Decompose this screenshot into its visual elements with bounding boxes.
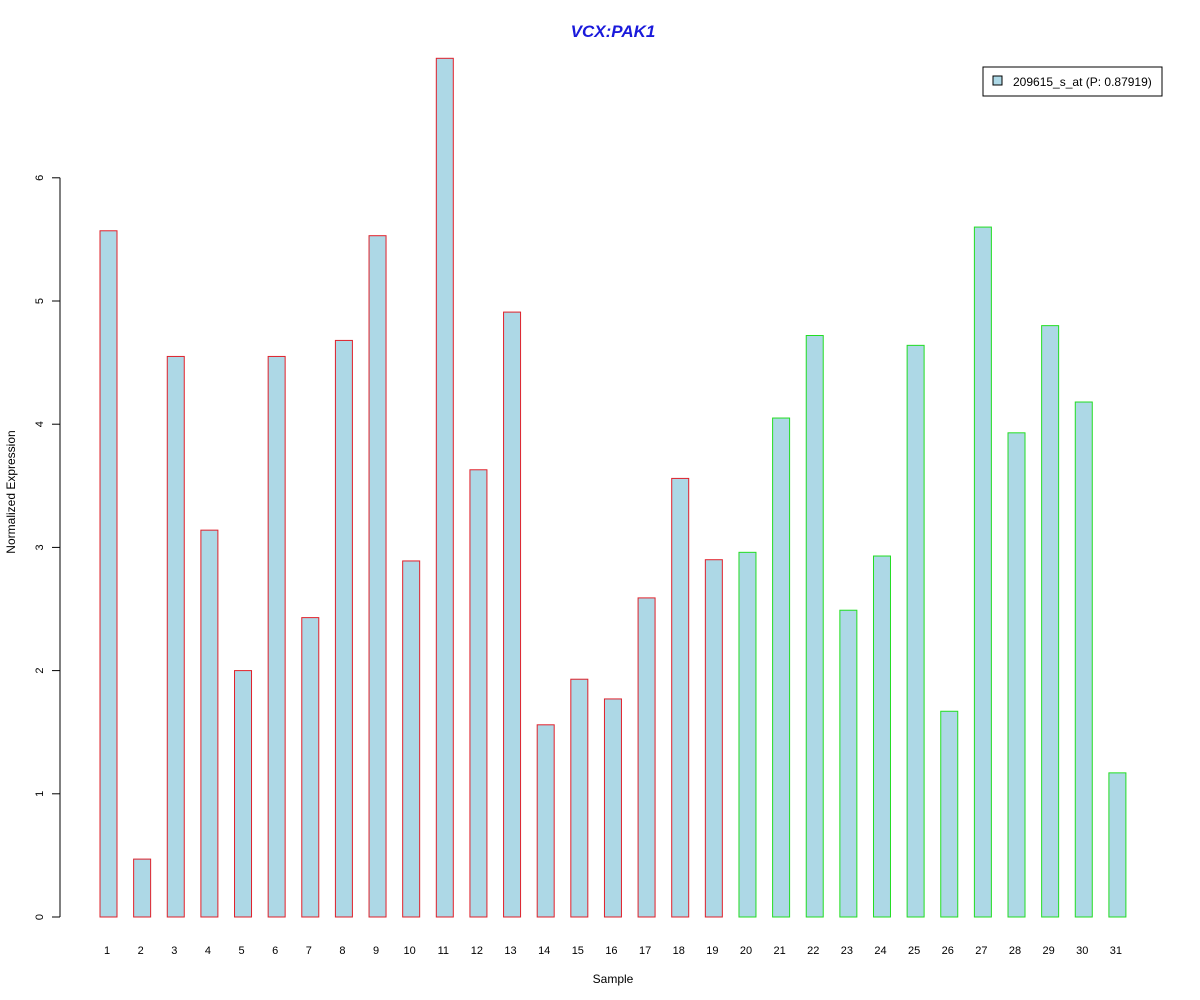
bar: [200, 529, 219, 918]
x-tick-label: 24: [874, 945, 886, 957]
bar: [1074, 401, 1093, 918]
x-tick-label: 19: [706, 945, 718, 957]
bar: [435, 57, 454, 918]
bar: [772, 417, 791, 918]
x-tick-label: 10: [404, 945, 416, 957]
x-tick-label: 4: [205, 945, 211, 957]
x-tick-label: 13: [504, 945, 516, 957]
y-axis-label: Normalized Expression: [4, 430, 18, 553]
x-tick-label: 11: [438, 945, 449, 957]
bar: [166, 355, 185, 918]
bar: [872, 555, 891, 918]
y-tick-label: 4: [34, 421, 46, 427]
bar: [1108, 772, 1127, 918]
x-tick-label: 21: [773, 945, 785, 957]
bar: [267, 355, 286, 918]
bar: [133, 858, 152, 918]
x-tick-label: 20: [740, 945, 752, 957]
bar: [973, 226, 992, 918]
x-tick-label: 15: [572, 945, 584, 957]
bar: [301, 617, 320, 918]
bar: [469, 469, 488, 918]
x-tick-label: 26: [942, 945, 954, 957]
x-tick-label: 12: [471, 945, 483, 957]
x-tick-label: 8: [339, 945, 345, 957]
x-tick-label: 28: [1009, 945, 1021, 957]
legend-swatch: [992, 75, 1003, 86]
bar: [1041, 325, 1060, 918]
x-tick-label: 6: [272, 945, 278, 957]
bar: [1007, 432, 1026, 918]
chart-title: VCX:PAK1: [571, 22, 656, 41]
x-tick-labels: 1 2 3 4 5 6 7 8 9 10 11 12 13 14 15 16 17 18 19 20 21 22 23 24 2…: [104, 945, 1122, 957]
y-tick-label: 1: [34, 791, 46, 797]
x-tick-label: 14: [538, 945, 550, 957]
bar: [368, 235, 387, 918]
y-tick-label: 3: [34, 544, 46, 550]
bar: [906, 344, 925, 918]
bar: [805, 335, 824, 918]
x-tick-label: 18: [673, 945, 685, 957]
y-axis: 0 1 2 3 4 5 6: [34, 175, 61, 920]
bar: [536, 724, 555, 918]
x-tick-label: 27: [975, 945, 987, 957]
x-tick-label: 25: [908, 945, 920, 957]
x-tick-label: 22: [807, 945, 819, 957]
x-tick-label: 1: [104, 945, 110, 957]
bar: [570, 678, 589, 918]
bar: [940, 710, 959, 918]
x-tick-label: 2: [138, 945, 144, 957]
bar: [603, 698, 622, 918]
bars-group: [99, 57, 1127, 918]
x-tick-label: 5: [238, 945, 244, 957]
x-tick-label: 7: [306, 945, 312, 957]
y-tick-label: 0: [34, 914, 46, 920]
x-axis-label: Sample: [593, 972, 634, 986]
x-tick-label: 17: [639, 945, 651, 957]
y-tick-label: 2: [34, 668, 46, 674]
bar: [738, 551, 757, 918]
bar: [402, 560, 421, 918]
x-tick-label: 23: [841, 945, 853, 957]
bar: [839, 609, 858, 918]
bar: [637, 597, 656, 918]
x-tick-label: 31: [1110, 945, 1122, 957]
x-tick-label: 3: [171, 945, 177, 957]
bar: [234, 670, 253, 918]
x-tick-label: 16: [605, 945, 617, 957]
legend-label: 209615_s_at (P: 0.87919): [1013, 75, 1152, 89]
x-tick-label: 9: [373, 945, 379, 957]
bar: [704, 559, 723, 918]
bar: [334, 339, 353, 918]
bar: [503, 311, 522, 918]
x-tick-label: 30: [1076, 945, 1088, 957]
bar: [671, 477, 690, 918]
y-tick-label: 5: [34, 298, 46, 304]
bar: [99, 230, 118, 918]
x-tick-label: 29: [1043, 945, 1055, 957]
y-tick-label: 6: [34, 175, 46, 181]
legend: 209615_s_at (P: 0.87919): [982, 66, 1163, 97]
legend-box: [982, 66, 1163, 97]
